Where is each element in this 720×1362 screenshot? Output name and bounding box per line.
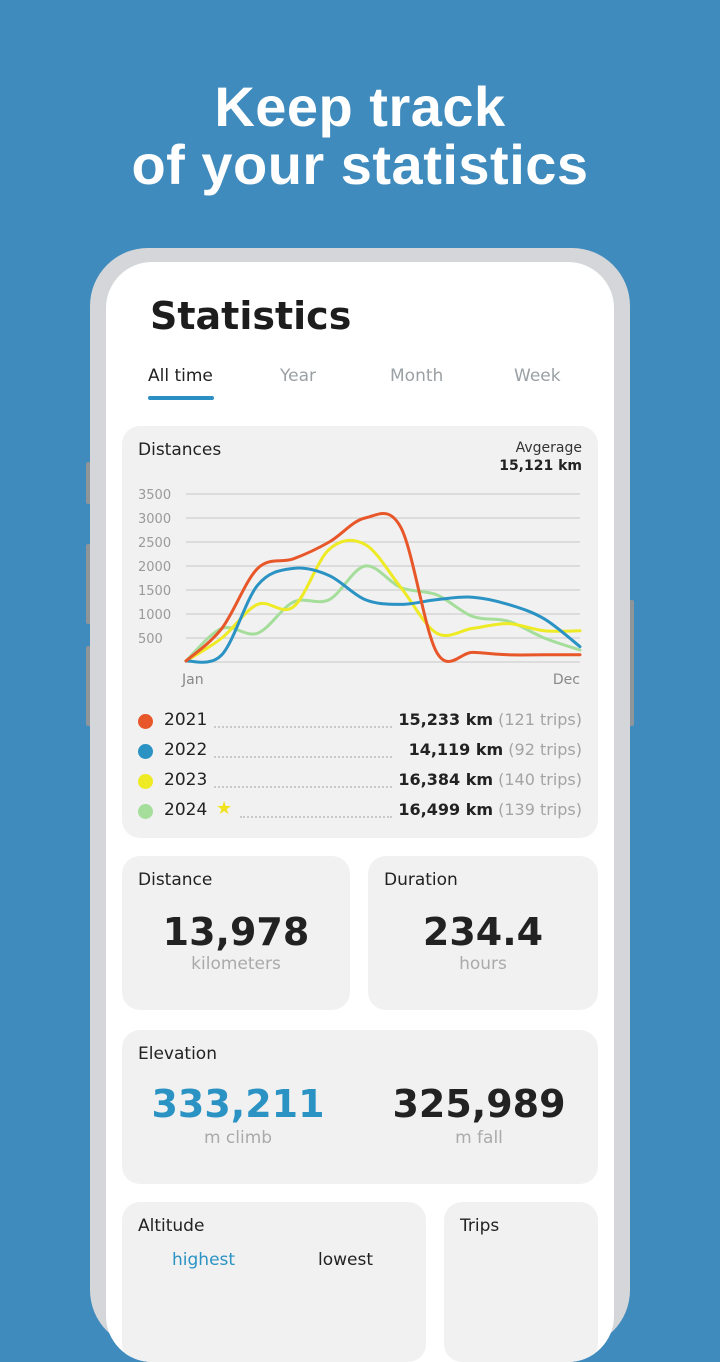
legend-leader-dots bbox=[214, 786, 392, 788]
legend-values: 16,384 km (140 trips) bbox=[398, 770, 582, 789]
legend-trips: (140 trips) bbox=[493, 770, 582, 789]
series-line-2022 bbox=[184, 566, 582, 664]
legend-color-dot bbox=[138, 744, 153, 759]
y-tick-label: 1000 bbox=[138, 608, 171, 623]
legend-values: 15,233 km (121 trips) bbox=[398, 710, 582, 729]
y-tick-label: 3500 bbox=[138, 488, 171, 503]
headline-line-2: of your statistics bbox=[131, 133, 589, 196]
page-title: Statistics bbox=[150, 294, 352, 338]
legend-km: 16,499 km bbox=[398, 800, 494, 819]
distances-label: Distances bbox=[138, 440, 222, 460]
legend-leader-dots bbox=[214, 756, 392, 758]
distance-card: Distance 13,978 kilometers bbox=[122, 856, 350, 1010]
y-tick-label: 1500 bbox=[138, 584, 171, 599]
phone-side-button-3 bbox=[86, 646, 92, 726]
headline: Keep track of your statistics bbox=[0, 78, 720, 194]
legend-row-2021: 2021 15,233 km (121 trips) bbox=[138, 710, 582, 734]
legend-trips: (92 trips) bbox=[503, 740, 582, 759]
x-tick-label: Dec bbox=[553, 672, 580, 688]
star-icon: ★ bbox=[216, 798, 233, 819]
distances-card: Distances Avgerage 15,121 km 3500 3000 250… bbox=[122, 426, 598, 838]
phone-side-button-2 bbox=[86, 544, 92, 624]
legend-values: 16,499 km (139 trips) bbox=[398, 800, 582, 819]
series-line-2023 bbox=[184, 538, 582, 663]
distance-unit: kilometers bbox=[191, 954, 281, 974]
tab-week[interactable]: Week bbox=[514, 366, 561, 386]
fall-value: 325,989 bbox=[392, 1082, 566, 1126]
legend-leader-dots bbox=[214, 726, 392, 728]
legend-year: 2022 bbox=[164, 740, 208, 760]
series-line-2021 bbox=[184, 512, 582, 663]
legend-trips: (139 trips) bbox=[493, 800, 582, 819]
elevation-label: Elevation bbox=[138, 1044, 217, 1064]
y-tick-label: 500 bbox=[138, 632, 163, 647]
legend-trips: (121 trips) bbox=[493, 710, 582, 729]
distance-value: 13,978 bbox=[162, 910, 310, 954]
altitude-card: Altitude highest lowest bbox=[122, 1202, 426, 1362]
duration-label: Duration bbox=[384, 870, 458, 890]
legend-row-2023: 2023 16,384 km (140 trips) bbox=[138, 770, 582, 794]
trips-card: Trips bbox=[444, 1202, 598, 1362]
distances-line-chart: 3500 3000 2500 2000 1500 1000 500 Jan Dec bbox=[138, 488, 582, 688]
active-tab-indicator bbox=[148, 396, 214, 400]
climb-unit: m climb bbox=[203, 1128, 273, 1148]
climb-value: 333,211 bbox=[151, 1082, 325, 1126]
legend-row-2022: 2022 14,119 km (92 trips) bbox=[138, 740, 582, 764]
distance-label: Distance bbox=[138, 870, 213, 890]
average-value: 15,121 km bbox=[499, 458, 582, 474]
legend-values: 14,119 km (92 trips) bbox=[409, 740, 582, 759]
legend-color-dot bbox=[138, 714, 153, 729]
legend-row-2024: 2024 ★ 16,499 km (139 trips) bbox=[138, 798, 582, 824]
period-tabs: All time Year Month Week bbox=[106, 366, 614, 406]
tab-all-time[interactable]: All time bbox=[148, 366, 213, 386]
altitude-label: Altitude bbox=[138, 1216, 205, 1236]
elevation-card: Elevation 333,211 m climb 325,989 m fall bbox=[122, 1030, 598, 1184]
headline-line-1: Keep track bbox=[214, 75, 506, 138]
legend-color-dot bbox=[138, 804, 153, 819]
average-label: Avgerage bbox=[515, 440, 582, 456]
legend-km: 14,119 km bbox=[408, 740, 504, 759]
phone-screen: Statistics All time Year Month Week Dist… bbox=[106, 262, 614, 1362]
legend-year: 2024 bbox=[164, 800, 208, 820]
y-tick-label: 2500 bbox=[138, 536, 171, 551]
legend-color-dot bbox=[138, 774, 153, 789]
series-line-2024 bbox=[184, 564, 582, 663]
legend-leader-dots bbox=[240, 816, 392, 818]
altitude-highest-label: highest bbox=[172, 1250, 236, 1270]
duration-value: 234.4 bbox=[422, 910, 544, 954]
trips-label: Trips bbox=[460, 1216, 500, 1236]
x-tick-label: Jan bbox=[181, 672, 204, 688]
tab-year[interactable]: Year bbox=[280, 366, 316, 386]
duration-unit: hours bbox=[459, 954, 507, 974]
legend-year: 2023 bbox=[164, 770, 208, 790]
legend-year: 2021 bbox=[164, 710, 208, 730]
legend-km: 16,384 km bbox=[398, 770, 494, 789]
duration-card: Duration 234.4 hours bbox=[368, 856, 598, 1010]
fall-unit: m fall bbox=[455, 1128, 503, 1148]
legend-km: 15,233 km bbox=[398, 710, 494, 729]
tab-month[interactable]: Month bbox=[390, 366, 444, 386]
phone-side-button-4 bbox=[628, 600, 634, 726]
y-tick-label: 3000 bbox=[138, 512, 171, 527]
altitude-lowest-label: lowest bbox=[318, 1250, 374, 1270]
y-tick-label: 2000 bbox=[138, 560, 171, 575]
phone-side-button-1 bbox=[86, 462, 92, 504]
